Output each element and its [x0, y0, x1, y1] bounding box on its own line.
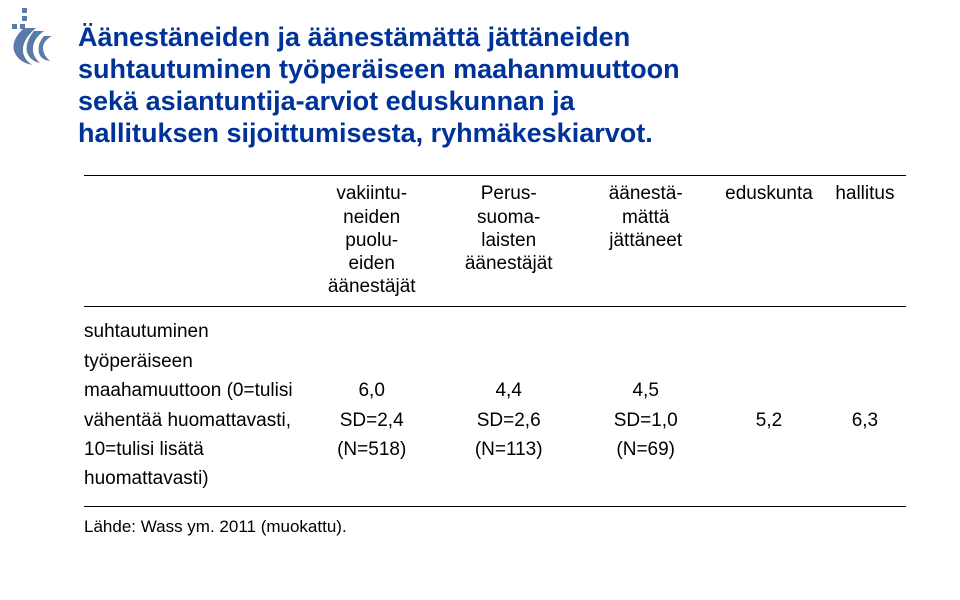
- hdr: eduskunta: [714, 182, 824, 205]
- col-header: vakiintu- neiden puolu- eiden äänestäjät: [303, 182, 440, 298]
- table-body: suhtautuminen työperäiseen maahamuuttoon…: [84, 307, 906, 506]
- table-header-row: vakiintu- neiden puolu- eiden äänestäjät…: [84, 176, 906, 306]
- cell: SD=1,0: [577, 406, 714, 435]
- hdr: äänestäjät: [440, 252, 577, 275]
- hdr: Perus-: [440, 182, 577, 205]
- data-table: vakiintu- neiden puolu- eiden äänestäjät…: [78, 175, 912, 506]
- row-label: vähentää huomattavasti,: [84, 406, 303, 435]
- col-header: hallitus: [824, 182, 906, 205]
- cell: (N=113): [440, 435, 577, 464]
- cell: SD=2,6: [440, 406, 577, 435]
- cell: [824, 435, 906, 464]
- cell: [824, 376, 906, 405]
- hdr: jättäneet: [577, 229, 714, 252]
- title-line: sekä asiantuntija-arviot eduskunnan ja: [78, 86, 912, 118]
- row-label: maahamuuttoon (0=tulisi: [84, 376, 303, 405]
- cell: [714, 435, 824, 464]
- hdr: vakiintu-: [303, 182, 440, 205]
- row-label: 10=tulisi lisätä: [84, 435, 303, 464]
- title-line: Äänestäneiden ja äänestämättä jättäneide…: [78, 22, 912, 54]
- col-header: äänestä- mättä jättäneet: [577, 182, 714, 252]
- slide-page: Äänestäneiden ja äänestämättä jättäneide…: [0, 0, 960, 600]
- flame-logo-icon: [10, 6, 68, 68]
- table-row: vähentää huomattavasti, SD=2,4 SD=2,6 SD…: [84, 406, 906, 435]
- hdr: neiden: [303, 206, 440, 229]
- title-line: hallituksen sijoittumisesta, ryhmäkeskia…: [78, 118, 912, 150]
- cell: 6,3: [824, 406, 906, 435]
- cell: 6,0: [303, 376, 440, 405]
- cell: (N=69): [577, 435, 714, 464]
- cell: 5,2: [714, 406, 824, 435]
- cell: SD=2,4: [303, 406, 440, 435]
- source-text: Lähde: Wass ym. 2011 (muokattu).: [78, 507, 912, 537]
- hdr: mättä: [577, 206, 714, 229]
- col-header: Perus- suoma- laisten äänestäjät: [440, 182, 577, 275]
- hdr: laisten: [440, 229, 577, 252]
- table-row: 10=tulisi lisätä (N=518) (N=113) (N=69): [84, 435, 906, 464]
- col-header: eduskunta: [714, 182, 824, 205]
- hdr: äänestä-: [577, 182, 714, 205]
- page-title: Äänestäneiden ja äänestämättä jättäneide…: [78, 22, 912, 149]
- cell: (N=518): [303, 435, 440, 464]
- cell: 4,4: [440, 376, 577, 405]
- title-line: suhtautuminen työperäiseen maahanmuuttoo…: [78, 54, 912, 86]
- cell: 4,5: [577, 376, 714, 405]
- hdr: suoma-: [440, 206, 577, 229]
- row-label: huomattavasti): [84, 464, 303, 493]
- table-row: suhtautuminen työperäiseen: [84, 317, 906, 376]
- table-row: maahamuuttoon (0=tulisi 6,0 4,4 4,5: [84, 376, 906, 405]
- hdr: äänestäjät: [303, 275, 440, 298]
- cell: [714, 376, 824, 405]
- table-row: huomattavasti): [84, 464, 906, 493]
- hdr: hallitus: [824, 182, 906, 205]
- hdr: puolu-: [303, 229, 440, 252]
- row-label: suhtautuminen työperäiseen: [84, 317, 303, 376]
- hdr: eiden: [303, 252, 440, 275]
